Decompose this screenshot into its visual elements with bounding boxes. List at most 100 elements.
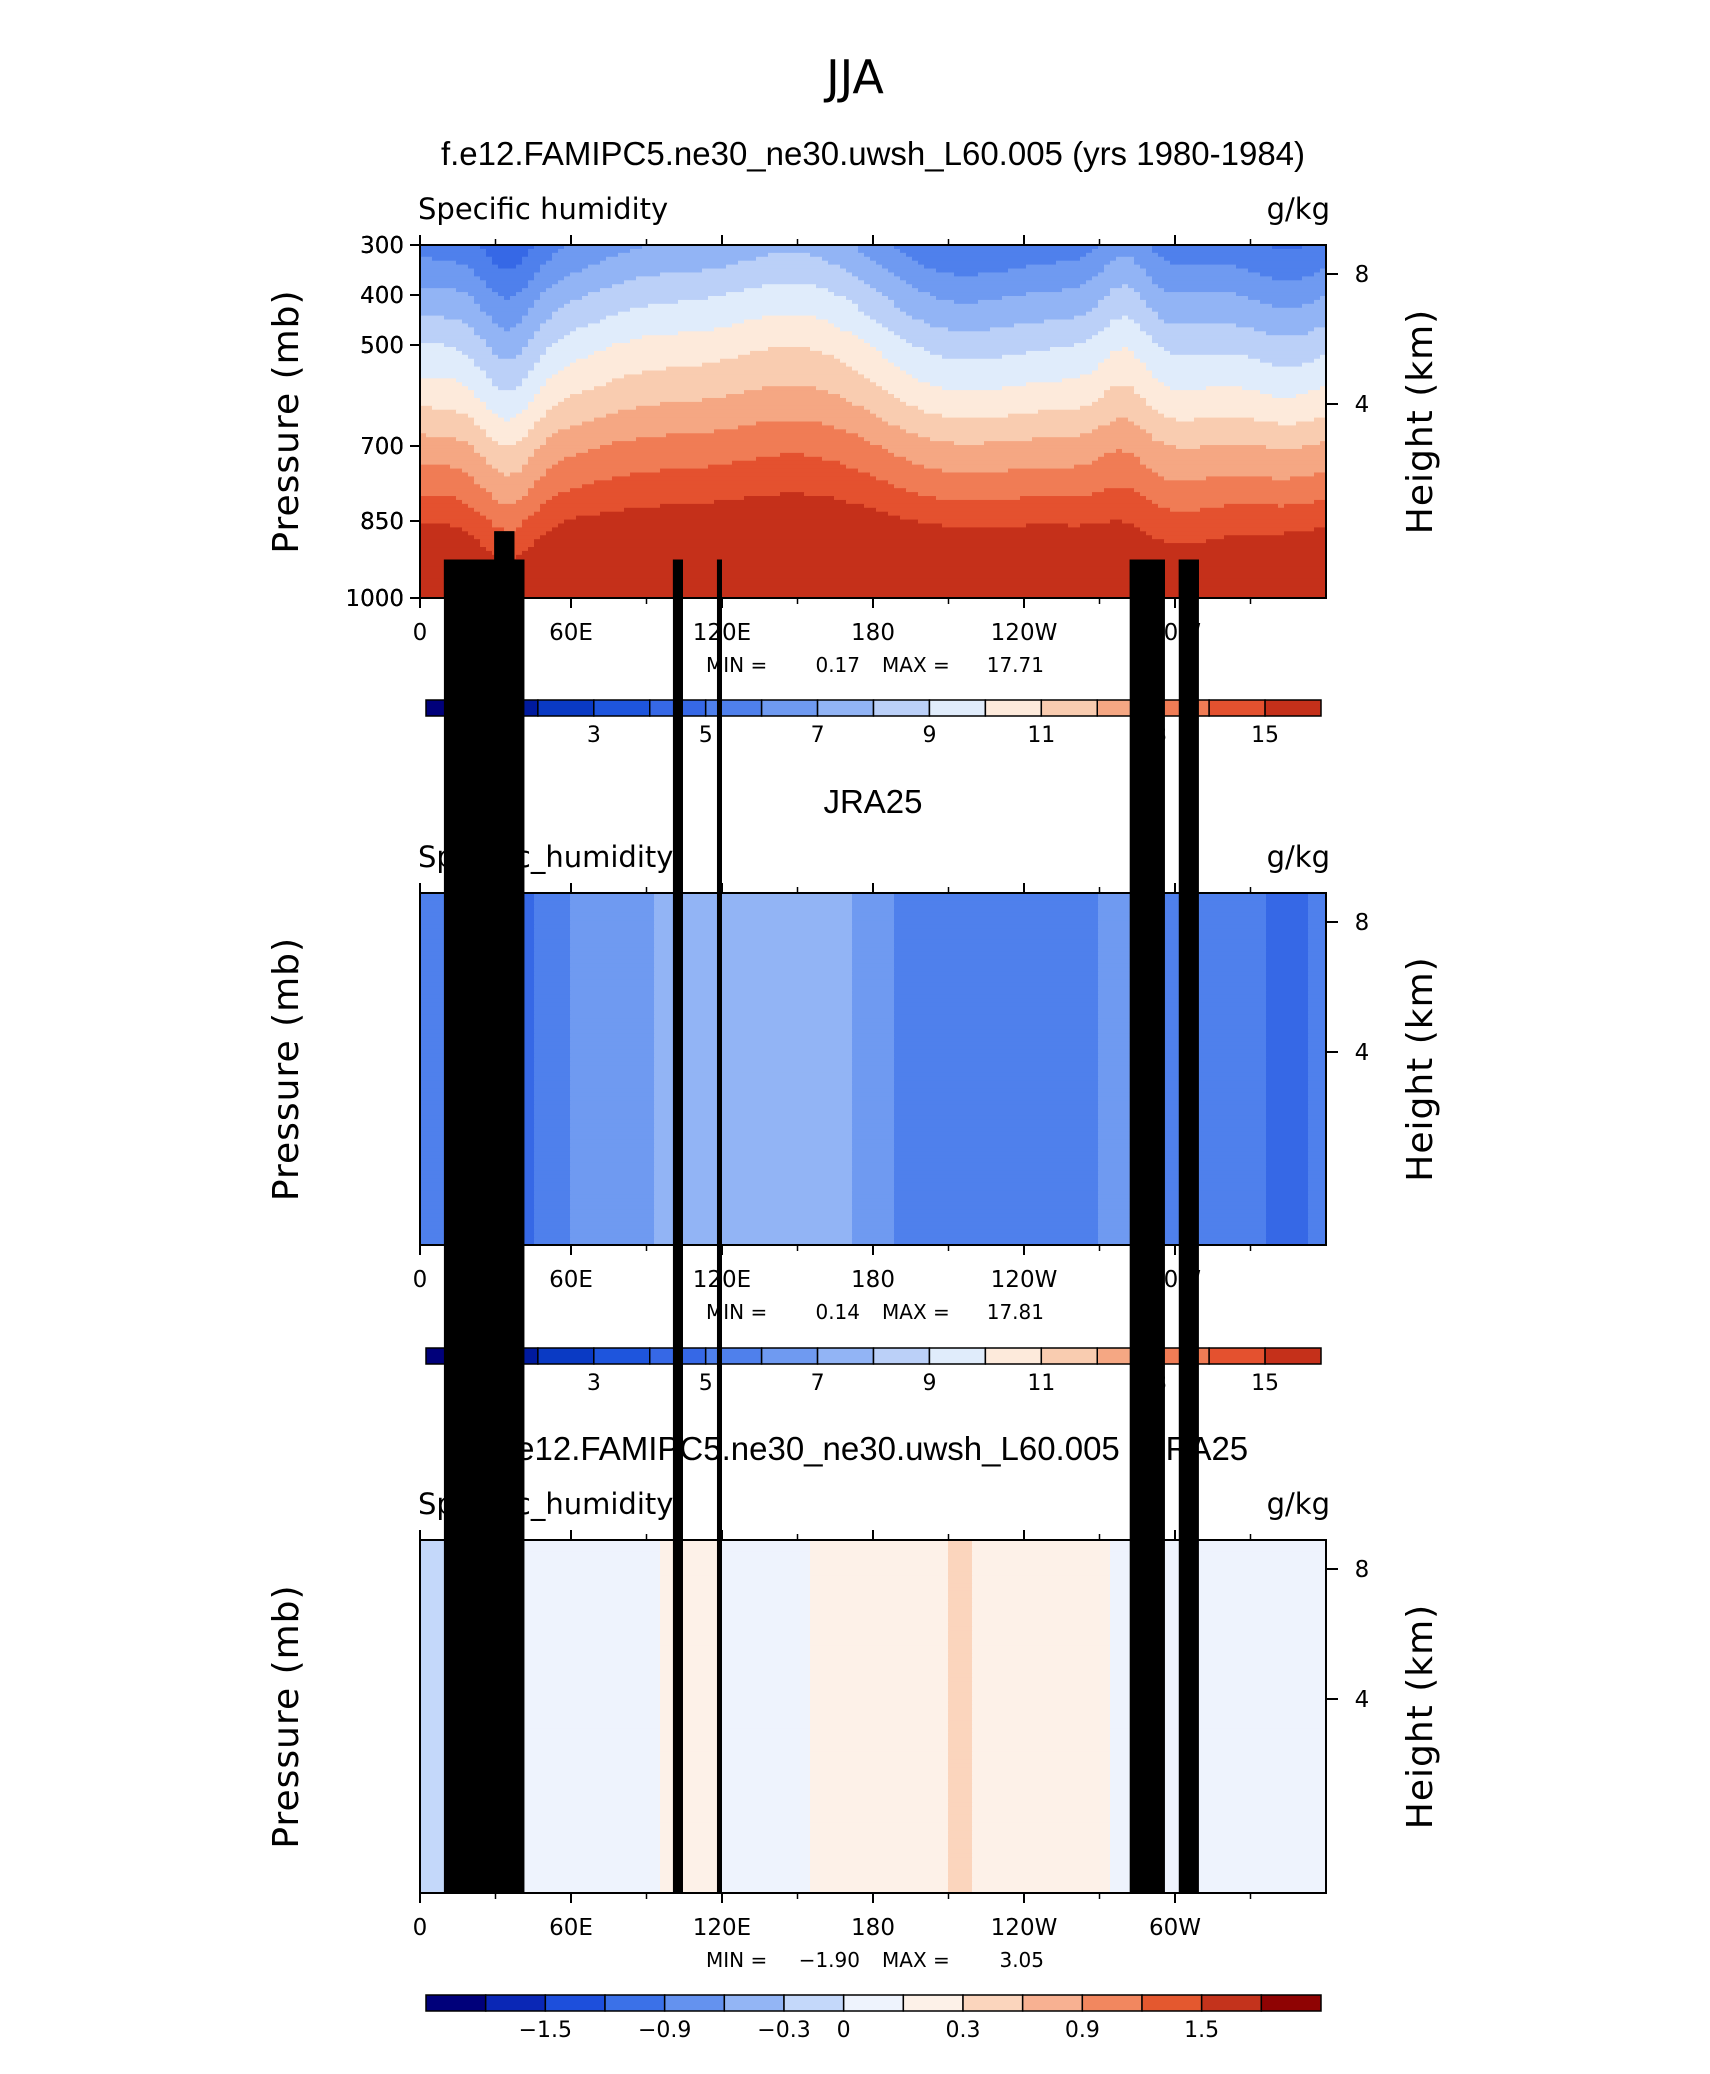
field-cell [570,1025,655,1031]
field-cell [654,1057,853,1062]
field-cell [546,288,601,293]
field-cell [1266,1233,1309,1238]
field-cell [660,1873,721,1878]
field-cell [828,260,877,266]
field-cell [1110,260,1135,266]
field-cell [654,1205,853,1211]
field-cell [1134,1002,1267,1008]
field-cell [1110,323,1141,328]
field-cell [930,323,1015,328]
field-cell [630,248,859,254]
x-tick-label: 120E [693,1915,751,1941]
field-cell [720,1579,811,1584]
field-cell [534,928,571,933]
field-cell [1110,1669,1327,1674]
field-cell [534,932,571,937]
field-cell [1098,397,1147,403]
field-cell [948,1587,973,1592]
field-cell [972,1842,1111,1847]
field-cell [534,1045,571,1051]
field-cell [972,1630,1111,1635]
field-cell [534,1201,571,1207]
field-cell [894,908,1099,914]
field-cell [660,1724,721,1729]
y-tick-label: 300 [360,233,404,259]
field-cell [1098,1022,1135,1027]
field-cell [720,1720,811,1725]
field-cell [1098,1139,1135,1144]
field-cell [660,1881,721,1886]
field-cell [534,893,571,898]
field-cell [948,1826,973,1831]
field-cell [486,405,529,411]
y-tick-label: 500 [360,333,404,359]
field-cell [948,1594,973,1600]
field-cell [1098,1115,1135,1121]
field-cell [810,346,877,352]
field-cell [420,280,487,285]
field-cell [462,499,499,505]
field-cell [1146,464,1327,470]
field-cell [894,1198,1099,1203]
field-cell [1110,1547,1327,1553]
field-cell [948,1618,973,1623]
field-cell [1266,1190,1309,1195]
field-cell [894,1123,1099,1129]
field-cell [720,1869,811,1874]
field-cell [720,1547,811,1553]
field-cell [570,1217,655,1223]
field-cell [720,1594,811,1600]
field-cell [720,1794,811,1800]
field-cell [486,456,529,462]
field-cell [1146,303,1273,309]
field-cell [654,1151,853,1156]
field-cell [1134,488,1327,493]
field-cell [1098,1076,1135,1082]
field-cell [570,1194,655,1199]
field-cell [1134,920,1267,925]
field-cell [948,1689,973,1694]
field-cell [432,256,493,262]
field-cell [504,1849,661,1855]
field-cell [492,350,523,356]
field-cell [678,331,853,336]
field-cell [948,1736,973,1741]
field-cell [534,1037,571,1043]
field-cell [1110,386,1135,391]
field-cell [504,1559,661,1565]
field-cell [654,1061,853,1066]
field-cell [660,1818,721,1823]
field-cell [1134,1010,1267,1015]
field-cell [822,350,883,356]
field-cell [486,339,529,344]
field-cell [864,405,919,411]
field-cell [810,1783,949,1788]
colorbar-box [984,699,1043,717]
field-cell [720,1763,811,1769]
field-cell [894,1139,1099,1144]
field-cell [852,1100,895,1105]
field-cell [972,1830,1111,1835]
field-cell [1266,1225,1309,1230]
field-cell [1266,1151,1309,1156]
field-cell [720,1673,811,1678]
field-cell [906,429,1093,434]
field-cell [894,975,1099,980]
field-cell [972,1610,1111,1616]
field-cell [894,1186,1099,1191]
field-cell [522,315,553,321]
field-cell [1098,1010,1135,1015]
field-cell [558,370,643,376]
field-cell [894,990,1099,996]
field-cell [894,1166,1099,1172]
field-cell [948,1822,973,1827]
field-cell [1320,386,1327,391]
field-cell [894,1190,1099,1195]
field-cell [534,1131,571,1137]
field-cell [1272,303,1303,309]
field-cell [504,1638,661,1643]
field-cell [810,1638,949,1643]
colorbar-box [928,699,987,717]
field-cell [504,1794,661,1800]
field-cell [972,1665,1111,1671]
